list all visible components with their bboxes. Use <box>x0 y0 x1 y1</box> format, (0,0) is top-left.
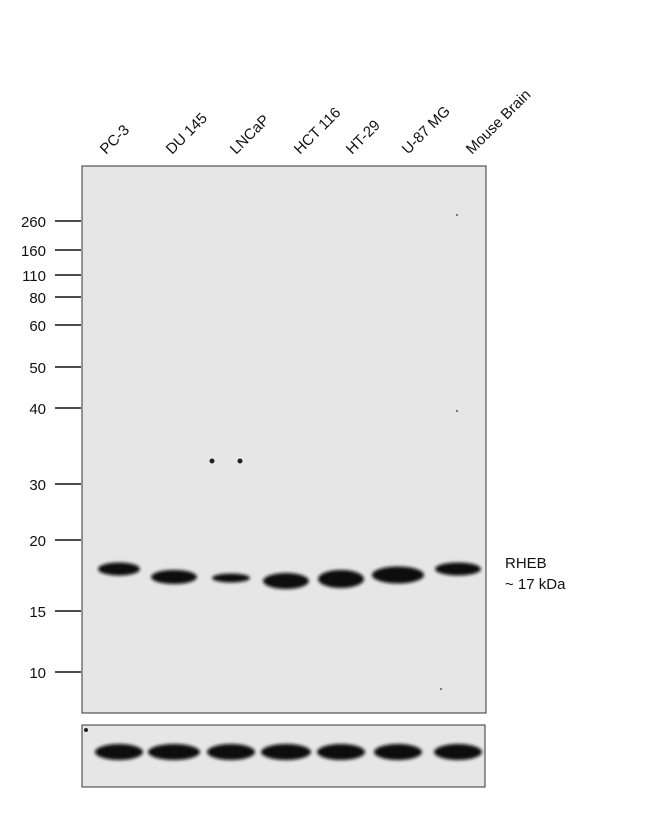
marker-label: 15 <box>29 604 46 621</box>
lane-label: HT-29 <box>343 117 384 158</box>
marker-label: 30 <box>29 477 46 494</box>
lane-label: Mouse Brain <box>463 86 535 158</box>
band <box>263 573 309 589</box>
band <box>151 570 197 584</box>
marker-label: 110 <box>22 268 46 285</box>
marker-label: 160 <box>21 243 46 260</box>
marker-label: 40 <box>29 401 46 418</box>
size-label: ~ 17 kDa <box>505 576 566 593</box>
lane-label: LNCaP <box>227 112 273 158</box>
loading-band <box>207 744 255 760</box>
loading-band <box>148 744 200 760</box>
protein-label: RHEB <box>505 555 547 572</box>
marker-label: 10 <box>29 665 46 682</box>
marker-label: 20 <box>29 533 46 550</box>
band <box>212 573 250 583</box>
loading-band <box>374 744 422 760</box>
loading-band <box>317 744 365 760</box>
main-membrane <box>81 165 487 714</box>
lane-label: DU 145 <box>163 110 211 158</box>
marker-label: 260 <box>21 214 46 231</box>
lane-label: HCT 116 <box>291 104 344 157</box>
artifacts <box>84 213 459 732</box>
band <box>435 562 481 576</box>
loading-band <box>95 744 143 760</box>
marker-label: 60 <box>29 318 46 335</box>
band <box>318 570 364 588</box>
band <box>98 562 140 576</box>
lane-label: PC-3 <box>97 122 133 158</box>
marker-label: 50 <box>29 360 46 377</box>
band <box>372 566 424 584</box>
lane-label: U-87 MG <box>399 103 454 158</box>
loading-band <box>434 744 482 760</box>
marker-label: 80 <box>29 290 46 307</box>
loading-band <box>261 744 311 760</box>
